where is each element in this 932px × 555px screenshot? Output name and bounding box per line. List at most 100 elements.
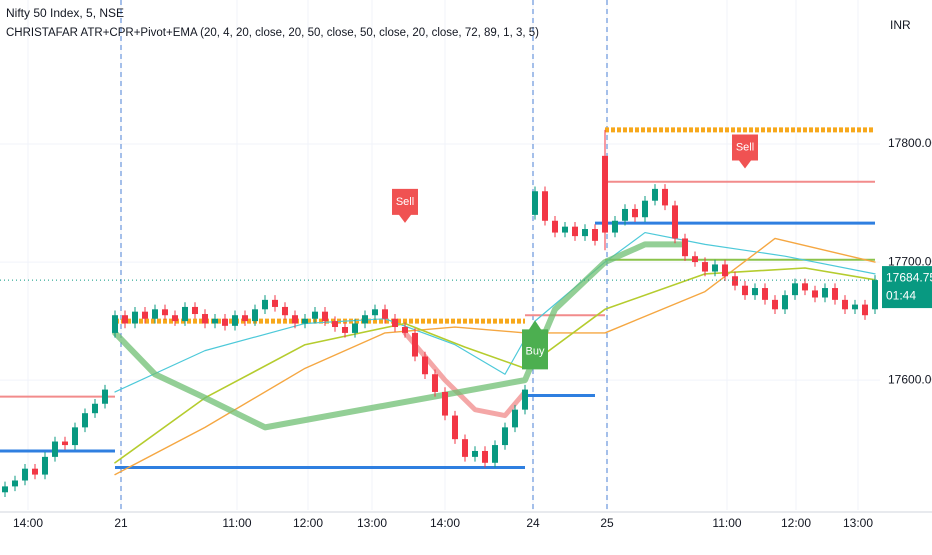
candle-body <box>772 299 778 310</box>
candle-body <box>742 285 748 296</box>
candle-body <box>552 220 558 233</box>
candle-body <box>832 288 838 300</box>
candle-body <box>612 220 618 233</box>
candle-body <box>572 226 578 237</box>
candle-body <box>262 299 268 310</box>
candle-body <box>792 283 798 296</box>
candle-body <box>422 356 428 375</box>
candle-body <box>402 327 408 333</box>
x-tick-label: 14:00 <box>430 516 460 530</box>
y-tick-label: 17800.00 <box>888 136 932 150</box>
candle-body <box>372 309 378 316</box>
candle-body <box>412 332 418 357</box>
signal-label: Buy <box>526 345 545 357</box>
x-tick-label: 21 <box>114 516 128 530</box>
x-tick-label: 13:00 <box>843 516 873 530</box>
candle-body <box>802 283 808 291</box>
candle-body <box>12 480 18 487</box>
candle-body <box>812 290 818 298</box>
candle-body <box>642 200 648 218</box>
candle-body <box>152 309 158 319</box>
x-tick-label: 12:00 <box>293 516 323 530</box>
x-tick-label: 14:00 <box>13 516 43 530</box>
candle-body <box>122 315 128 324</box>
x-tick-label: 12:00 <box>781 516 811 530</box>
candle-body <box>162 309 168 316</box>
candle-body <box>172 315 178 322</box>
signal-marker: Sell <box>392 188 418 223</box>
candle-body <box>522 389 528 410</box>
candle-body <box>452 415 458 440</box>
candle-body <box>92 403 98 414</box>
candle-body <box>62 441 68 446</box>
candle-body <box>52 441 58 457</box>
y-axis-label: INR <box>890 18 911 32</box>
last-price-label: 17684.75 <box>886 270 932 284</box>
candle-body <box>322 311 328 322</box>
candle-body <box>502 427 508 446</box>
candle-body <box>862 304 868 316</box>
y-tick-label: 17700.00 <box>888 254 932 268</box>
indicator-label: CHRISTAFAR ATR+CPR+Pivot+EMA (20, 4, 20,… <box>6 27 539 39</box>
candle-body <box>212 318 218 324</box>
candle-body <box>712 264 718 272</box>
candle-body <box>492 445 498 463</box>
candle-body <box>272 299 278 307</box>
signal-label: Sell <box>396 196 414 208</box>
indicator-line <box>112 241 688 431</box>
candle-body <box>22 468 28 481</box>
candle-body <box>232 315 238 326</box>
candle-body <box>482 450 488 463</box>
candle-body <box>512 409 518 428</box>
candle-body <box>842 299 848 310</box>
candle-body <box>532 191 538 215</box>
candle-body <box>582 229 588 237</box>
candle-body <box>672 205 678 239</box>
candle-body <box>702 262 708 272</box>
candle-body <box>32 468 38 475</box>
candle-body <box>312 311 318 319</box>
candle-body <box>332 321 338 328</box>
y-tick-label: 17600.00 <box>888 372 932 386</box>
plot-area: Sell Sell Buy <box>0 127 880 498</box>
candle-body <box>602 155 608 233</box>
x-tick-label: 24 <box>526 516 540 530</box>
candle-body <box>252 309 258 322</box>
candle-body <box>112 315 118 333</box>
signal-marker: Sell <box>732 134 758 169</box>
candle-body <box>132 311 138 324</box>
signal-shape <box>732 134 758 169</box>
candle-body <box>192 306 198 315</box>
candle-body <box>2 486 8 493</box>
candle-body <box>292 315 298 324</box>
indicator-line <box>114 267 876 464</box>
candle-body <box>432 374 438 392</box>
candle-body <box>182 306 188 322</box>
candle-body <box>782 295 788 310</box>
x-tick-label: 11:00 <box>712 516 741 530</box>
candle-body <box>542 191 548 221</box>
candle-body <box>42 456 48 475</box>
candle-body <box>762 288 768 300</box>
candle-body <box>822 288 828 298</box>
candle-body <box>82 413 88 428</box>
signal-marker: Buy <box>522 320 548 370</box>
indicator-line <box>402 330 528 419</box>
candle-body <box>472 450 478 457</box>
x-tick-label: 13:00 <box>357 516 387 530</box>
candle-body <box>852 304 858 310</box>
candle-body <box>652 188 658 201</box>
candle-body <box>462 439 468 457</box>
candle-body <box>752 288 758 296</box>
indicator-line <box>114 237 876 476</box>
signal-label: Sell <box>736 141 754 153</box>
candle-body <box>732 276 738 286</box>
candle-body <box>722 264 728 277</box>
candle-body <box>222 318 228 326</box>
candle-body <box>692 256 698 263</box>
candle-body <box>362 315 368 324</box>
candle-body <box>302 318 308 324</box>
candle-body <box>662 188 668 206</box>
